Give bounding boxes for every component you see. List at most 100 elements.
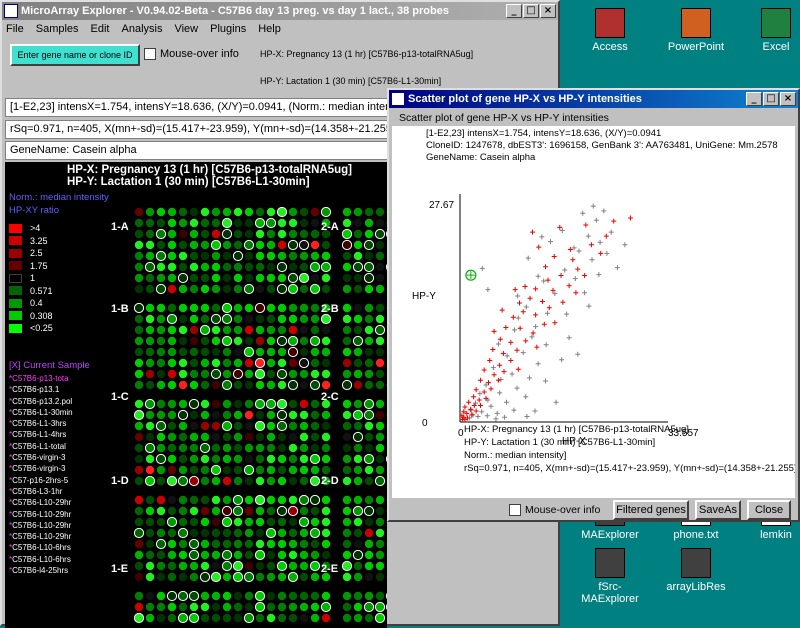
array-spot[interactable]: [289, 603, 297, 611]
array-spot[interactable]: [289, 252, 297, 260]
array-spot[interactable]: [278, 315, 286, 323]
scatter-point[interactable]: [496, 378, 501, 383]
array-spot[interactable]: [343, 219, 351, 227]
array-spot[interactable]: [179, 219, 187, 227]
desktop-icon-fsrc-maexplorer[interactable]: fSrc-MAExplorer: [574, 548, 646, 605]
array-spot[interactable]: [212, 529, 220, 537]
array-spot[interactable]: [245, 518, 253, 526]
array-spot[interactable]: [376, 348, 384, 356]
array-spot[interactable]: [343, 529, 351, 537]
array-spot[interactable]: [256, 381, 264, 389]
array-spot[interactable]: [168, 241, 176, 249]
microarray-image[interactable]: HP-X: Pregnancy 13 (1 hr) [C57B6-p13-tot…: [5, 162, 387, 628]
array-spot[interactable]: [376, 411, 384, 419]
array-spot[interactable]: [256, 263, 264, 271]
array-spot[interactable]: [311, 551, 319, 559]
scatter-point[interactable]: [577, 249, 582, 254]
menu-samples[interactable]: Samples: [36, 23, 79, 35]
array-spot[interactable]: [212, 592, 220, 600]
scatter-point[interactable]: [590, 257, 595, 262]
array-spot[interactable]: [135, 603, 143, 611]
array-spot[interactable]: [365, 529, 373, 537]
array-spot[interactable]: [168, 263, 176, 271]
array-spot[interactable]: [201, 263, 209, 271]
scatter-point[interactable]: [518, 326, 523, 331]
array-spot[interactable]: [223, 285, 231, 293]
array-spot[interactable]: [157, 562, 165, 570]
array-spot[interactable]: [223, 573, 231, 581]
array-spot[interactable]: [234, 208, 242, 216]
array-spot[interactable]: [365, 381, 373, 389]
array-spot[interactable]: [278, 304, 286, 312]
array-spot[interactable]: [289, 422, 297, 430]
array-spot[interactable]: [157, 241, 165, 249]
array-spot[interactable]: [157, 315, 165, 323]
array-spot[interactable]: [245, 562, 253, 570]
array-spot[interactable]: [179, 252, 187, 260]
array-spot[interactable]: [267, 433, 275, 441]
array-spot[interactable]: [179, 496, 187, 504]
array-spot[interactable]: [365, 518, 373, 526]
array-spot[interactable]: [157, 529, 165, 537]
desktop-icon-arraylibres[interactable]: arrayLibRes: [660, 548, 732, 593]
array-spot[interactable]: [212, 562, 220, 570]
scatter-point[interactable]: [517, 301, 522, 306]
array-spot[interactable]: [146, 241, 154, 249]
array-spot[interactable]: [190, 337, 198, 345]
scatter-point[interactable]: [474, 408, 479, 413]
array-spot[interactable]: [354, 444, 362, 452]
array-spot[interactable]: [354, 285, 362, 293]
array-spot[interactable]: [343, 603, 351, 611]
array-spot[interactable]: [190, 433, 198, 441]
array-spot[interactable]: [300, 400, 308, 408]
array-spot[interactable]: [256, 455, 264, 463]
array-spot[interactable]: [212, 477, 220, 485]
array-spot[interactable]: [245, 540, 253, 548]
scatter-point[interactable]: [528, 296, 533, 301]
array-spot[interactable]: [179, 573, 187, 581]
array-spot[interactable]: [135, 381, 143, 389]
array-spot[interactable]: [343, 592, 351, 600]
array-spot[interactable]: [179, 208, 187, 216]
array-spot[interactable]: [267, 455, 275, 463]
scatter-point[interactable]: [512, 327, 517, 332]
array-spot[interactable]: [201, 219, 209, 227]
array-spot[interactable]: [146, 603, 154, 611]
array-spot[interactable]: [212, 455, 220, 463]
array-spot[interactable]: [354, 381, 362, 389]
array-spot[interactable]: [354, 400, 362, 408]
array-spot[interactable]: [343, 359, 351, 367]
array-spot[interactable]: [300, 411, 308, 419]
array-spot[interactable]: [135, 455, 143, 463]
array-spot[interactable]: [157, 477, 165, 485]
array-spot[interactable]: [157, 370, 165, 378]
array-spot[interactable]: [311, 614, 319, 622]
array-spot[interactable]: [289, 326, 297, 334]
array-spot[interactable]: [146, 496, 154, 504]
array-spot[interactable]: [223, 263, 231, 271]
array-spot[interactable]: [300, 326, 308, 334]
array-spot[interactable]: [245, 252, 253, 260]
scatter-point[interactable]: [573, 276, 578, 281]
array-spot[interactable]: [212, 400, 220, 408]
array-spot[interactable]: [376, 573, 384, 581]
scatter-titlebar[interactable]: Scatter plot of gene HP-X vs HP-Y intens…: [389, 90, 798, 108]
scatter-point[interactable]: [573, 290, 578, 295]
scatter-point[interactable]: [545, 311, 550, 316]
scatter-point[interactable]: [511, 408, 516, 413]
scatter-point[interactable]: [474, 387, 479, 392]
scatter-point[interactable]: [559, 357, 564, 362]
array-spot[interactable]: [311, 252, 319, 260]
array-spot[interactable]: [289, 551, 297, 559]
array-spot[interactable]: [223, 370, 231, 378]
array-spot[interactable]: [223, 252, 231, 260]
array-spot[interactable]: [146, 518, 154, 526]
array-spot[interactable]: [179, 348, 187, 356]
scatter-point[interactable]: [594, 218, 599, 223]
scatter-point[interactable]: [521, 350, 526, 355]
close-button-scatter[interactable]: Close: [747, 500, 791, 520]
array-spot[interactable]: [343, 540, 351, 548]
array-spot[interactable]: [223, 400, 231, 408]
array-spot[interactable]: [146, 359, 154, 367]
array-spot[interactable]: [190, 573, 198, 581]
